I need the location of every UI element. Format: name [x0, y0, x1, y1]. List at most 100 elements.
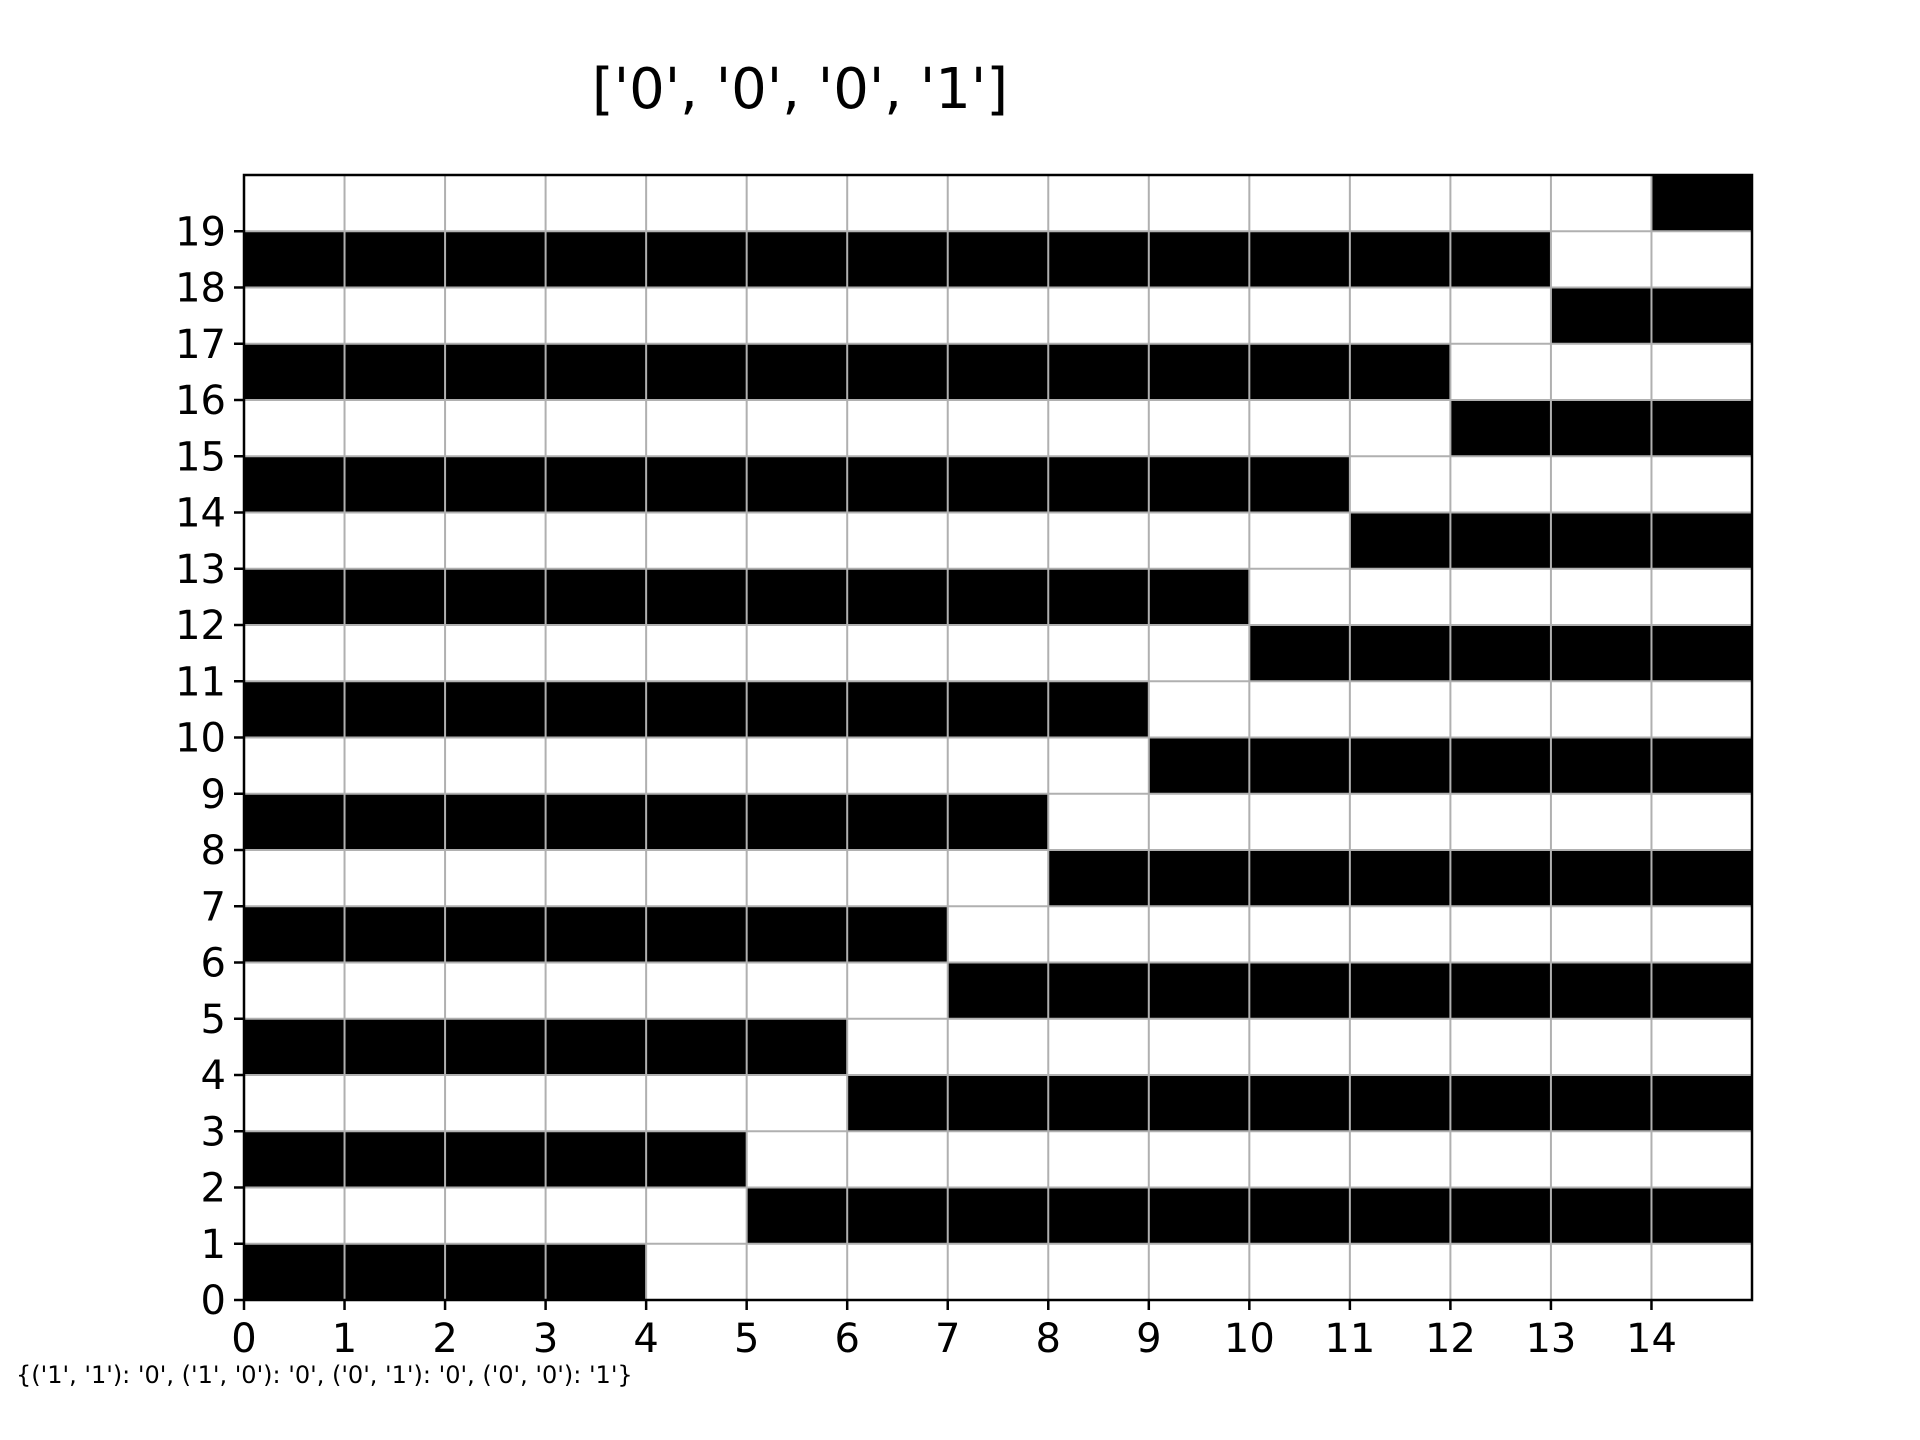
cell-r4-c5 — [746, 1018, 848, 1075]
cell-r6-c14 — [1651, 906, 1752, 963]
cell-r2-c8 — [1048, 1131, 1149, 1188]
x-tick-label: 13 — [1525, 1316, 1576, 1362]
cell-r6-c0 — [244, 906, 345, 963]
cell-r0-c6 — [847, 1243, 948, 1300]
cell-r8-c8 — [1048, 793, 1149, 850]
cell-r17-c5 — [746, 287, 848, 344]
cell-r4-c0 — [244, 1018, 345, 1075]
y-tick-label: 11 — [175, 659, 226, 705]
y-tick-label: 12 — [175, 603, 226, 649]
cell-r2-c12 — [1450, 1131, 1551, 1188]
cell-r0-c1 — [344, 1243, 446, 1300]
cell-r0-c7 — [947, 1243, 1049, 1300]
cell-r0-c14 — [1651, 1243, 1752, 1300]
cell-r11-c6 — [847, 625, 948, 682]
cell-r14-c11 — [1349, 456, 1451, 513]
cell-r18-c10 — [1249, 231, 1350, 288]
cell-r15-c6 — [847, 400, 948, 457]
x-axis: 0 1 2 3 4 5 6 7 8 9 10 11 12 13 14 — [231, 1300, 1677, 1362]
cell-r16-c11 — [1349, 343, 1451, 400]
cell-r10-c1 — [344, 681, 446, 738]
cell-r14-c3 — [545, 456, 647, 513]
cell-r9-c6 — [847, 737, 948, 794]
cell-r7-c12 — [1450, 850, 1551, 907]
cell-r9-c13 — [1550, 737, 1652, 794]
cell-r12-c5 — [746, 568, 848, 625]
cell-r0-c11 — [1349, 1243, 1451, 1300]
cell-r19-c6 — [847, 175, 948, 232]
cell-r8-c11 — [1349, 793, 1451, 850]
y-tick-label: 10 — [175, 716, 226, 762]
cell-r16-c5 — [746, 343, 848, 400]
cell-r8-c14 — [1651, 793, 1752, 850]
cell-r11-c3 — [545, 625, 647, 682]
cell-r0-c5 — [746, 1243, 848, 1300]
rule-caption: {('1', '1'): '0', ('1', '0'): '0', ('0',… — [16, 1361, 633, 1389]
cell-r17-c14 — [1651, 287, 1752, 344]
cell-r18-c12 — [1450, 231, 1551, 288]
cell-r2-c0 — [244, 1131, 345, 1188]
cell-r0-c10 — [1249, 1243, 1350, 1300]
cell-r12-c0 — [244, 568, 345, 625]
cell-r13-c5 — [746, 512, 848, 569]
cell-r9-c11 — [1349, 737, 1451, 794]
cell-r19-c2 — [445, 175, 546, 232]
cell-r11-c13 — [1550, 625, 1652, 682]
cell-r11-c14 — [1651, 625, 1752, 682]
cell-r8-c4 — [646, 793, 747, 850]
cell-r7-c14 — [1651, 850, 1752, 907]
cell-r10-c4 — [646, 681, 747, 738]
cell-r4-c9 — [1148, 1018, 1250, 1075]
cell-r11-c9 — [1148, 625, 1250, 682]
cell-r3-c11 — [1349, 1075, 1451, 1132]
cell-r8-c1 — [344, 793, 446, 850]
cell-r7-c1 — [344, 850, 446, 907]
cell-r7-c4 — [646, 850, 747, 907]
cell-r16-c3 — [545, 343, 647, 400]
cell-r9-c5 — [746, 737, 848, 794]
cell-r17-c2 — [445, 287, 546, 344]
cell-r6-c7 — [947, 906, 1049, 963]
cell-r19-c3 — [545, 175, 647, 232]
cell-r14-c12 — [1450, 456, 1551, 513]
x-tick-label: 5 — [734, 1316, 759, 1362]
cell-r3-c3 — [545, 1075, 647, 1132]
cell-r6-c4 — [646, 906, 747, 963]
cell-r16-c8 — [1048, 343, 1149, 400]
y-tick-label: 6 — [201, 941, 226, 987]
y-tick-label: 2 — [201, 1166, 226, 1212]
cell-r7-c7 — [947, 850, 1049, 907]
cell-r12-c6 — [847, 568, 948, 625]
cell-r14-c7 — [947, 456, 1049, 513]
cell-r1-c3 — [545, 1187, 647, 1244]
cell-r2-c13 — [1550, 1131, 1652, 1188]
cell-r10-c0 — [244, 681, 345, 738]
cell-r2-c11 — [1349, 1131, 1451, 1188]
cell-r5-c5 — [746, 962, 848, 1019]
cell-r0-c2 — [445, 1243, 546, 1300]
cell-r10-c10 — [1249, 681, 1350, 738]
cell-r8-c0 — [244, 793, 345, 850]
cell-r14-c4 — [646, 456, 747, 513]
y-tick-label: 19 — [175, 209, 226, 255]
cell-r16-c9 — [1148, 343, 1250, 400]
cell-r6-c9 — [1148, 906, 1250, 963]
y-tick-label: 3 — [201, 1109, 226, 1155]
cell-r18-c7 — [947, 231, 1049, 288]
cell-r1-c10 — [1249, 1187, 1350, 1244]
cell-r14-c13 — [1550, 456, 1652, 513]
cell-r10-c9 — [1148, 681, 1250, 738]
cell-r18-c5 — [746, 231, 848, 288]
cell-r13-c1 — [344, 512, 446, 569]
cell-r4-c14 — [1651, 1018, 1752, 1075]
cell-grid — [244, 175, 1752, 1300]
cell-r0-c13 — [1550, 1243, 1652, 1300]
cell-r5-c8 — [1048, 962, 1149, 1019]
cell-r1-c1 — [344, 1187, 446, 1244]
cell-r0-c0 — [244, 1243, 345, 1300]
cell-r10-c13 — [1550, 681, 1652, 738]
cell-r0-c12 — [1450, 1243, 1551, 1300]
cell-r9-c8 — [1048, 737, 1149, 794]
cell-r4-c1 — [344, 1018, 446, 1075]
cell-r6-c13 — [1550, 906, 1652, 963]
